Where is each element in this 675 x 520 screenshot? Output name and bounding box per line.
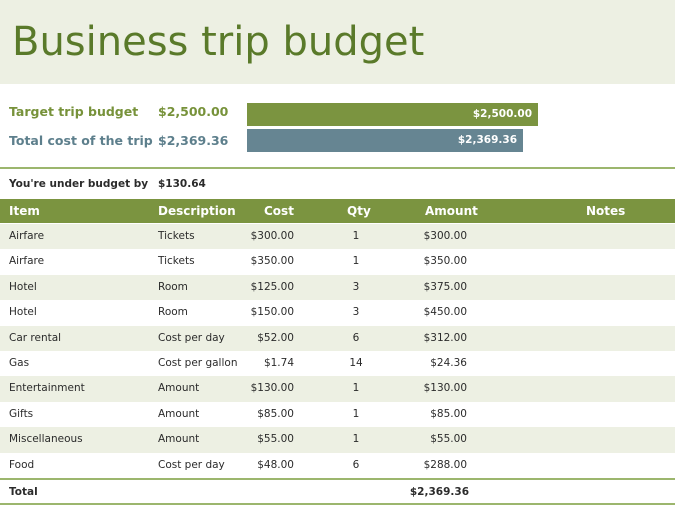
table-row: Food Cost per day $48.00 6 $288.00	[0, 453, 675, 478]
qty-cell[interactable]: 1	[352, 407, 360, 420]
cost-cell[interactable]: $350.00	[250, 255, 294, 268]
table-row: Gifts Amount $85.00 1 $85.00	[0, 402, 675, 427]
description-cell[interactable]: Room	[158, 306, 188, 319]
qty-cell[interactable]: 3	[352, 306, 360, 319]
total-value: $2,369.36	[409, 486, 469, 498]
cost-cell[interactable]: $125.00	[250, 280, 294, 293]
amount-cell: $130.00	[423, 382, 467, 395]
cost-cell[interactable]: $300.00	[250, 230, 294, 242]
qty-cell[interactable]: 6	[352, 331, 360, 344]
header-band: Business trip budget	[0, 0, 675, 84]
target-budget-value[interactable]: $2,500.00	[158, 104, 229, 119]
total-cost-value: $2,369.36	[158, 133, 229, 148]
total-top-rule	[0, 478, 675, 480]
description-cell[interactable]: Amount	[158, 433, 200, 446]
item-cell[interactable]: Hotel	[9, 280, 37, 293]
header-amount: Amount	[425, 204, 478, 218]
table-row: Hotel Room $125.00 3 $375.00	[0, 274, 675, 301]
header-item: Item	[9, 204, 40, 218]
description-cell[interactable]: Cost per day	[158, 458, 225, 471]
header-qty: Qty	[347, 204, 371, 218]
expense-rows: Airfare Tickets $300.00 1 $300.00 Airfar…	[0, 224, 675, 478]
table-row: Entertainment Amount $130.00 1 $130.00	[0, 376, 675, 402]
cost-cell[interactable]: $48.00	[257, 458, 294, 471]
amount-cell: $24.36	[430, 356, 467, 369]
item-cell[interactable]: Airfare	[9, 230, 45, 242]
total-label: Total	[9, 486, 38, 498]
description-cell[interactable]: Room	[158, 280, 188, 293]
table-row: Airfare Tickets $300.00 1 $300.00	[0, 224, 675, 250]
qty-cell[interactable]: 1	[352, 433, 360, 446]
target-budget-bar-label: $2,500.00	[472, 108, 532, 120]
item-cell[interactable]: Entertainment	[9, 382, 85, 395]
table-row: Miscellaneous Amount $55.00 1 $55.00	[0, 427, 675, 453]
table-row: Airfare Tickets $350.00 1 $350.00	[0, 249, 675, 274]
cost-cell[interactable]: $150.00	[250, 306, 294, 319]
header-notes: Notes	[586, 204, 626, 218]
total-row: Total $2,369.36	[0, 481, 675, 503]
qty-cell[interactable]: 3	[352, 280, 360, 293]
qty-cell[interactable]: 6	[352, 458, 360, 471]
description-cell[interactable]: Tickets	[158, 230, 195, 242]
cost-cell[interactable]: $130.00	[250, 382, 294, 395]
target-budget-label: Target trip budget	[9, 104, 139, 119]
table-row: Car rental Cost per day $52.00 6 $312.00	[0, 325, 675, 351]
target-budget-bar: $2,500.00	[247, 103, 538, 126]
qty-cell[interactable]: 1	[352, 382, 360, 395]
description-cell[interactable]: Cost per gallon	[158, 356, 238, 369]
total-cost-bar: $2,369.36	[247, 129, 523, 152]
amount-cell: $312.00	[423, 331, 467, 344]
qty-cell[interactable]: 1	[352, 255, 360, 268]
item-cell[interactable]: Airfare	[9, 255, 45, 268]
description-cell[interactable]: Amount	[158, 407, 200, 420]
amount-cell: $375.00	[423, 280, 467, 293]
amount-cell: $350.00	[423, 255, 467, 268]
cost-cell[interactable]: $55.00	[257, 433, 294, 446]
description-cell[interactable]: Amount	[158, 382, 200, 395]
total-bottom-rule	[0, 503, 675, 505]
table-header: Item Description Cost Qty Amount Notes	[0, 199, 675, 223]
amount-cell: $55.00	[430, 433, 467, 446]
cost-cell[interactable]: $1.74	[263, 356, 294, 369]
item-cell[interactable]: Food	[9, 458, 35, 471]
under-budget-label: You're under budget by	[9, 178, 149, 190]
description-cell[interactable]: Cost per day	[158, 331, 225, 344]
cost-cell[interactable]: $52.00	[257, 331, 294, 344]
table-row: Hotel Room $150.00 3 $450.00	[0, 300, 675, 325]
header-description: Description	[158, 204, 236, 218]
item-cell[interactable]: Gas	[9, 356, 30, 369]
qty-cell[interactable]: 14	[349, 356, 363, 369]
description-cell[interactable]: Tickets	[158, 255, 195, 268]
cost-cell[interactable]: $85.00	[257, 407, 294, 420]
item-cell[interactable]: Car rental	[9, 331, 62, 344]
amount-cell: $300.00	[423, 230, 467, 242]
total-cost-label: Total cost of the trip	[9, 133, 153, 148]
item-cell[interactable]: Hotel	[9, 306, 37, 319]
amount-cell: $288.00	[423, 458, 467, 471]
amount-cell: $85.00	[430, 407, 467, 420]
divider	[0, 167, 675, 169]
qty-cell[interactable]: 1	[352, 230, 360, 242]
header-cost: Cost	[264, 204, 294, 218]
table-row: Gas Cost per gallon $1.74 14 $24.36	[0, 351, 675, 376]
item-cell[interactable]: Gifts	[9, 407, 34, 420]
under-budget-value: $130.64	[158, 178, 206, 190]
amount-cell: $450.00	[423, 306, 467, 319]
item-cell[interactable]: Miscellaneous	[9, 433, 83, 446]
page-title: Business trip budget	[12, 19, 425, 65]
total-cost-bar-label: $2,369.36	[457, 134, 517, 146]
